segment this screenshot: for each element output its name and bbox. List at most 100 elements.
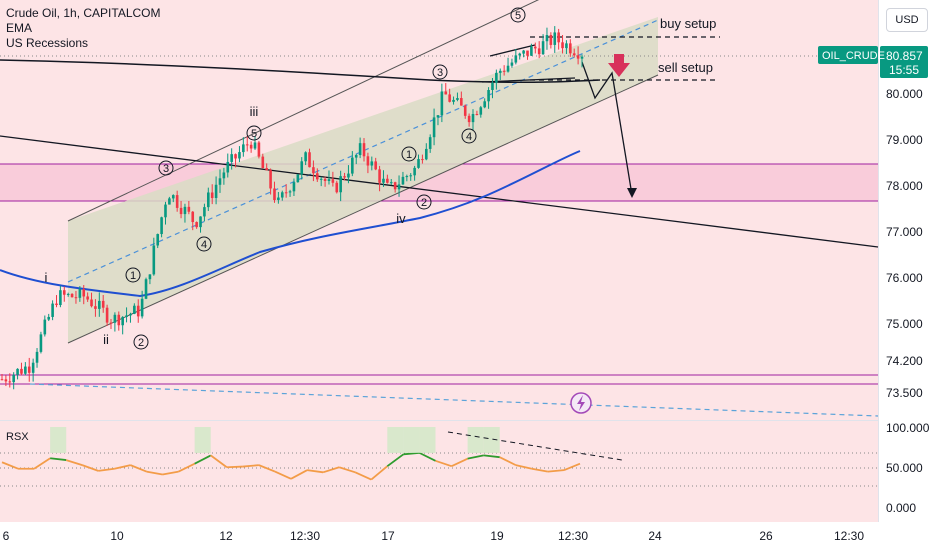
- price-tick-label: 75.000: [886, 317, 923, 331]
- candle-body: [557, 32, 560, 43]
- candle-body: [242, 144, 245, 153]
- candle-body: [576, 55, 580, 59]
- candle-body: [436, 115, 440, 118]
- rsx-overbought-zone: [194, 427, 211, 453]
- ema-line: [0, 150, 581, 298]
- candle-body: [495, 72, 498, 83]
- price-axis[interactable]: [878, 0, 932, 522]
- candle-body: [160, 217, 163, 235]
- candle-body: [487, 90, 490, 102]
- wave-label: 2: [138, 337, 144, 349]
- time-axis[interactable]: [0, 522, 932, 550]
- candle-body: [78, 289, 82, 298]
- candle-body: [319, 178, 323, 180]
- candle-body: [117, 314, 121, 326]
- candle-body: [421, 159, 424, 161]
- candle-body: [432, 117, 436, 138]
- candle-body: [347, 173, 350, 178]
- candle-body: [280, 192, 284, 198]
- candle-body: [203, 207, 206, 217]
- candle-body: [51, 303, 54, 317]
- rsx-overbought-zone: [50, 427, 67, 453]
- lightning-icon[interactable]: [570, 392, 592, 414]
- candle-body: [475, 114, 479, 116]
- rsx-segment: [499, 456, 517, 466]
- candle-body: [187, 206, 191, 212]
- candle-body: [152, 245, 156, 275]
- candle-body: [94, 306, 97, 309]
- triangle-upper: [489, 44, 536, 57]
- projected-arrowhead: [627, 188, 637, 198]
- candle-body: [222, 172, 226, 179]
- candle-body: [39, 334, 43, 352]
- channel-upper-line: [67, 0, 540, 222]
- candle-body: [409, 175, 413, 177]
- rsx-segment: [306, 469, 324, 474]
- candle-body: [502, 70, 506, 72]
- indicator-ema[interactable]: EMA: [6, 21, 33, 35]
- candle-body: [506, 65, 510, 72]
- candle-body: [125, 315, 128, 317]
- price-tick-label: 79.000: [886, 133, 923, 147]
- candle-body: [362, 143, 366, 157]
- candle-body: [66, 293, 70, 295]
- candle-body: [261, 156, 265, 169]
- time-tick-label: 24: [648, 529, 662, 543]
- candle-body: [510, 62, 514, 66]
- candle-body: [55, 303, 58, 306]
- candle-body: [136, 305, 140, 317]
- candle-body: [253, 142, 257, 149]
- rsx-indicator-name[interactable]: RSX: [6, 431, 29, 443]
- candle-body: [226, 161, 230, 173]
- candle-body: [393, 182, 397, 190]
- price-badge-value: 80.857: [886, 49, 923, 63]
- candle-body: [397, 184, 401, 190]
- rsx-line: [1, 427, 581, 481]
- candle-body: [98, 300, 101, 309]
- candle-body: [59, 290, 62, 306]
- candle-body: [498, 70, 502, 73]
- buy-setup-label: buy setup: [660, 16, 716, 31]
- rsx-tick-label: 0.000: [886, 501, 916, 515]
- candle-body: [207, 192, 210, 208]
- candle-body: [522, 50, 525, 54]
- time-tick-label: 12:30: [558, 529, 588, 543]
- sell-setup-label: sell setup: [658, 60, 713, 75]
- candle-body: [401, 176, 405, 185]
- wave-label-circle: [125, 267, 141, 283]
- rsx-overbought-zone: [419, 427, 436, 453]
- candle-body: [82, 289, 86, 297]
- candle-body: [491, 82, 494, 91]
- candle-body: [62, 290, 66, 295]
- indicator-recessions[interactable]: US Recessions: [6, 36, 89, 50]
- rsx-segment: [81, 464, 99, 472]
- price-badge-countdown: 15:55: [889, 63, 919, 77]
- descending-trendline: [0, 135, 879, 248]
- candle-body: [273, 188, 276, 201]
- candle-body: [537, 48, 541, 55]
- candle-body: [70, 293, 74, 298]
- time-tick-label: 12:30: [834, 529, 864, 543]
- time-axis-labels: 6 10 12 12:30 17 19 12:30 24 26 12:30: [3, 529, 865, 543]
- candle-body: [296, 174, 300, 183]
- candle-body: [230, 154, 233, 162]
- candle-body: [413, 167, 416, 176]
- candle-body: [428, 137, 432, 149]
- candle-body: [417, 159, 420, 168]
- candle-body: [133, 305, 136, 314]
- rsx-segment: [483, 454, 500, 459]
- candle-body: [580, 56, 584, 59]
- rsx-segment: [65, 459, 83, 466]
- candle-body: [191, 211, 195, 223]
- chart-legend[interactable]: Crude Oil, 1h, CAPITALCOM EMA US Recessi…: [6, 6, 161, 51]
- currency-button[interactable]: USD: [886, 8, 928, 32]
- candle-body: [269, 170, 272, 189]
- rising-channel[interactable]: [68, 17, 658, 343]
- candle-body: [382, 178, 385, 183]
- candle-body: [12, 374, 15, 383]
- candle-body: [444, 91, 448, 95]
- candle-body: [456, 98, 459, 100]
- candle-body: [210, 192, 214, 199]
